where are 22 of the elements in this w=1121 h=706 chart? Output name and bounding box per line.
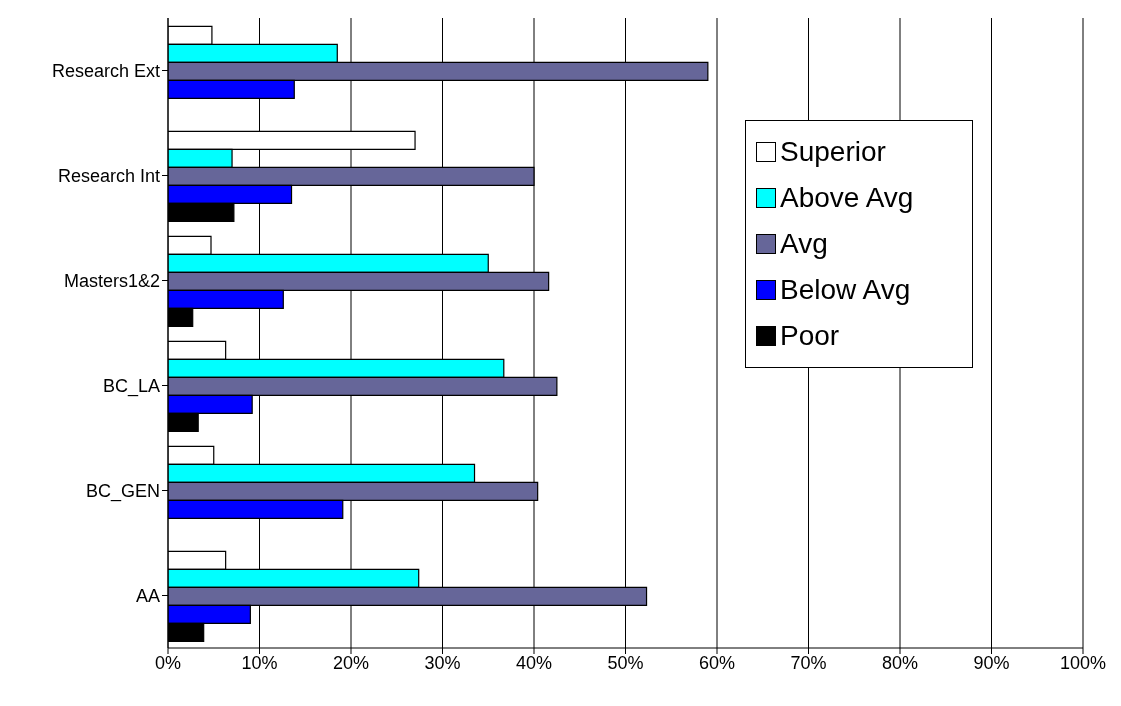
x-tick-label: 40% (515, 652, 553, 673)
x-tick-label: 50% (607, 652, 644, 673)
x-tick-label: 20% (332, 652, 370, 673)
y-tick-label: Research Int (57, 165, 160, 186)
x-tick-label: 60% (698, 652, 736, 673)
y-tick-label: AA (135, 585, 160, 606)
legend-label: Above Avg (780, 182, 914, 214)
legend-label: Poor (780, 320, 840, 352)
x-tick-label: 80% (881, 652, 919, 673)
x-tick-label: 30% (424, 652, 461, 673)
x-tick-label: 10% (241, 652, 278, 673)
legend-label: Below Avg (780, 274, 911, 306)
y-tick-label: BC_GEN (85, 480, 160, 502)
y-tick-label: BC_LA (102, 375, 160, 397)
x-tick-label: 90% (973, 652, 1010, 673)
y-tick-label: Masters1&2 (63, 270, 160, 291)
legend-label: Superior (780, 136, 886, 168)
x-tick-label: 100% (1059, 652, 1107, 673)
y-tick-label: Research Ext (51, 60, 160, 81)
x-tick-label: 0% (154, 652, 182, 673)
x-tick-label: 70% (790, 652, 827, 673)
legend-label: Avg (780, 228, 828, 260)
